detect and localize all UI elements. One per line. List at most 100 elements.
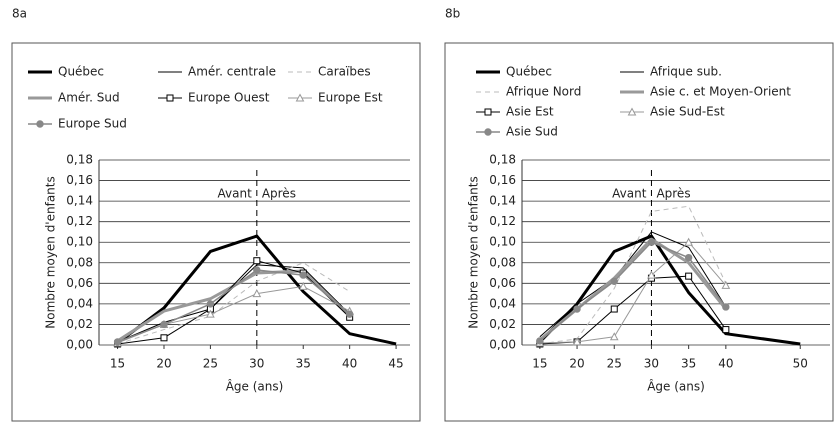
- panel-label: 8b: [445, 7, 460, 21]
- legend-label: Europe Est: [318, 91, 383, 105]
- series-line: [539, 241, 727, 342]
- y-tick-label: 0,12: [489, 214, 516, 228]
- panel-frame: [444, 42, 834, 422]
- annotation: Après: [656, 187, 690, 201]
- legend-label: Caraïbes: [318, 65, 371, 79]
- series-line: [539, 275, 727, 345]
- x-tick-label: 15: [110, 357, 125, 371]
- legend-label: Asie c. et Moyen-Orient: [650, 85, 791, 99]
- y-tick-label: 0,00: [66, 338, 93, 352]
- series-line: [116, 234, 397, 346]
- legend-label: Europe Sud: [58, 117, 127, 131]
- x-axis-label: Âge (ans): [647, 379, 705, 394]
- marker: [160, 320, 168, 329]
- y-tick-label: 0,18: [489, 153, 516, 167]
- marker: [721, 280, 731, 289]
- marker: [685, 272, 693, 280]
- y-tick-label: 0,16: [489, 173, 516, 187]
- legend-label: Asie Est: [506, 105, 554, 119]
- marker: [647, 238, 656, 246]
- series-line: [539, 205, 727, 345]
- marker: [609, 332, 619, 341]
- legend-marker: [484, 128, 492, 136]
- y-tick-label: 0,08: [489, 255, 516, 269]
- x-tick-label: 45: [388, 357, 403, 371]
- legend-label: Asie Sud: [506, 125, 558, 139]
- series-line: [539, 241, 727, 344]
- marker: [684, 237, 693, 246]
- legend-marker: [484, 108, 492, 116]
- marker: [252, 289, 262, 298]
- legend-label: Europe Ouest: [188, 91, 270, 105]
- series-line: [539, 231, 727, 338]
- marker: [722, 326, 730, 334]
- y-tick-label: 0,04: [489, 296, 516, 310]
- marker: [206, 309, 215, 318]
- x-tick-label: 25: [607, 357, 622, 371]
- x-tick-label: 40: [718, 357, 733, 371]
- y-tick-label: 0,06: [66, 276, 93, 290]
- annotation: Avant: [218, 187, 253, 201]
- marker: [113, 338, 122, 346]
- series-line: [117, 262, 350, 345]
- marker: [160, 334, 168, 342]
- series-line: [117, 269, 351, 343]
- marker: [610, 277, 618, 285]
- marker: [298, 281, 308, 290]
- y-tick-label: 0,10: [66, 235, 93, 249]
- y-tick-label: 0,16: [66, 173, 93, 187]
- legend-label: Amér. centrale: [188, 65, 276, 79]
- y-tick-label: 0,04: [66, 296, 93, 310]
- legend-label: Afrique Nord: [506, 85, 581, 99]
- legend-marker: [627, 107, 637, 116]
- y-tick-label: 0,06: [489, 276, 516, 290]
- x-tick-label: 40: [342, 357, 357, 371]
- series-line: [117, 260, 351, 345]
- marker: [536, 337, 544, 345]
- y-tick-label: 0,18: [66, 153, 93, 167]
- marker: [722, 303, 730, 311]
- y-tick-label: 0,08: [66, 255, 93, 269]
- legend-marker: [295, 93, 305, 102]
- x-tick-label: 30: [644, 357, 659, 371]
- marker: [299, 271, 307, 279]
- marker: [647, 270, 656, 279]
- marker: [345, 310, 354, 318]
- marker: [253, 257, 261, 265]
- series-line: [117, 285, 350, 344]
- legend-label: Québec: [58, 65, 104, 79]
- x-tick-label: 25: [203, 357, 218, 371]
- x-axis-label: Âge (ans): [226, 379, 284, 394]
- y-tick-label: 0,12: [66, 214, 93, 228]
- legend-label: Amér. Sud: [58, 91, 120, 105]
- x-tick-label: 15: [532, 357, 547, 371]
- x-tick-label: 20: [156, 357, 171, 371]
- legend-marker: [36, 120, 44, 128]
- x-tick-label: 35: [296, 357, 311, 371]
- legend-marker: [166, 94, 174, 102]
- marker: [206, 300, 215, 308]
- x-tick-label: 50: [793, 357, 808, 371]
- annotation: Avant: [612, 187, 647, 201]
- y-axis-label: Nombre moyen d'enfants: [467, 176, 481, 328]
- y-tick-label: 0,00: [489, 338, 516, 352]
- y-tick-label: 0,14: [66, 194, 93, 208]
- x-tick-label: 20: [569, 357, 584, 371]
- y-tick-label: 0,10: [489, 235, 516, 249]
- y-tick-label: 0,02: [66, 317, 93, 331]
- marker: [684, 253, 693, 262]
- annotation: Après: [262, 187, 296, 201]
- marker: [572, 337, 582, 346]
- marker: [573, 305, 581, 313]
- series-line: [116, 269, 351, 343]
- y-tick-label: 0,14: [489, 194, 516, 208]
- y-tick-label: 0,02: [489, 317, 516, 331]
- legend-label: Afrique sub.: [650, 65, 722, 79]
- marker: [253, 266, 261, 274]
- y-axis-label: Nombre moyen d'enfants: [44, 176, 58, 328]
- x-tick-label: 30: [249, 357, 264, 371]
- panel-frame: [11, 42, 421, 422]
- x-tick-label: 35: [681, 357, 696, 371]
